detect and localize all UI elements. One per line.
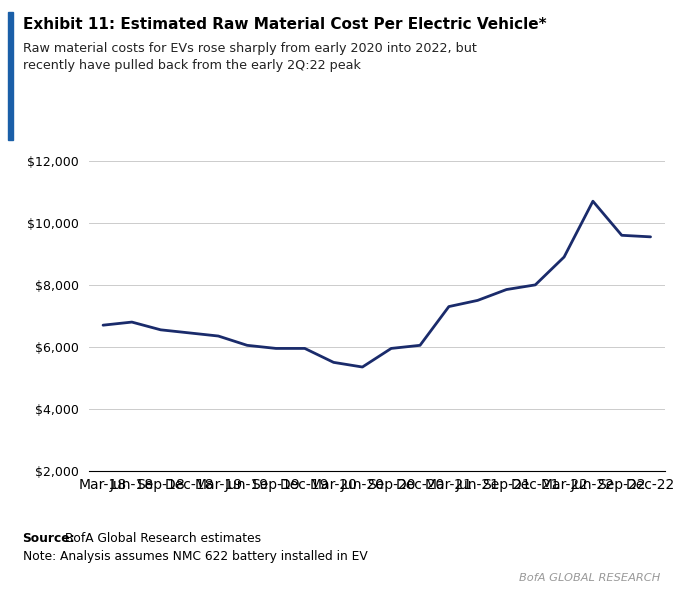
Text: BofA Global Research estimates: BofA Global Research estimates [61,532,261,545]
Text: Note: Analysis assumes NMC 622 battery installed in EV: Note: Analysis assumes NMC 622 battery i… [23,550,367,563]
Text: BofA GLOBAL RESEARCH: BofA GLOBAL RESEARCH [519,573,660,583]
Text: Source:: Source: [23,532,75,545]
Text: Raw material costs for EVs rose sharply from early 2020 into 2022, but
recently : Raw material costs for EVs rose sharply … [23,42,477,72]
Text: Exhibit 11: Estimated Raw Material Cost Per Electric Vehicle*: Exhibit 11: Estimated Raw Material Cost … [23,17,546,32]
